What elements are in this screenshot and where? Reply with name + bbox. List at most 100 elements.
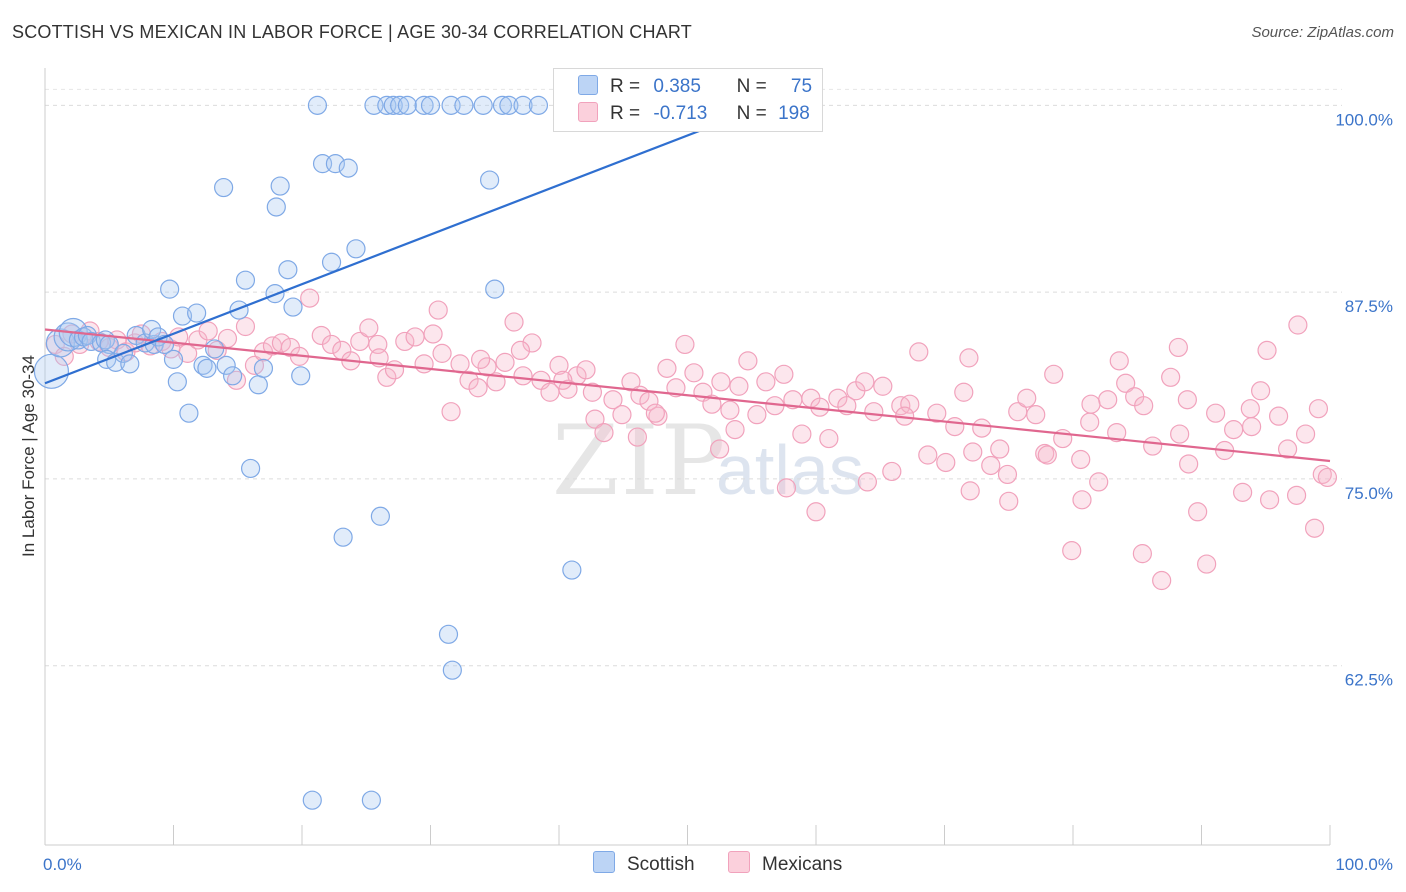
mexicans-point	[1017, 388, 1037, 408]
mexicans-point	[414, 354, 434, 374]
mexicans-point	[1317, 467, 1338, 488]
mexicans-point	[918, 445, 938, 465]
mexicans-point	[959, 348, 979, 368]
scottish-point	[438, 624, 459, 644]
scottish-point	[241, 458, 261, 479]
mexicans-point	[522, 333, 542, 353]
mexicans-point	[627, 427, 647, 447]
mexicans-point	[999, 491, 1019, 511]
legend-r-value: -0.713	[653, 103, 708, 124]
scottish-point	[302, 790, 322, 810]
mexicans-point	[666, 378, 686, 398]
mexicans-point	[645, 403, 665, 423]
mexicans-point	[271, 333, 292, 353]
mexicans-point	[725, 420, 745, 440]
mexicans-point	[513, 366, 533, 386]
mexicans-point	[1295, 424, 1316, 444]
mexicans-point	[1170, 424, 1190, 444]
mexicans-point	[468, 378, 488, 398]
scottish-points	[33, 95, 821, 810]
scottish-point	[163, 349, 184, 369]
scottish-point	[442, 660, 462, 680]
scottish-point	[142, 319, 162, 340]
mexicans-point	[405, 327, 425, 347]
mexicans-point	[1152, 570, 1172, 591]
scottish-point	[485, 279, 505, 299]
mexicans-point	[423, 324, 443, 344]
mexicans-point	[1116, 373, 1136, 393]
mexicans-point	[300, 288, 320, 308]
mexicans-point	[1268, 406, 1289, 426]
legend-n-label: N =	[736, 76, 767, 97]
scottish-point	[179, 403, 199, 423]
mexicans-point	[756, 372, 776, 392]
mexicans-point	[612, 405, 632, 425]
x-tick-label: 0.0%	[43, 855, 82, 874]
mexicans-point	[729, 376, 749, 396]
legend-r-label: R =	[610, 103, 641, 124]
scottish-point	[346, 239, 366, 259]
mexicans-point	[855, 372, 875, 392]
mexicans-point	[603, 390, 623, 410]
scottish-point	[278, 260, 298, 280]
scottish-point	[390, 95, 410, 115]
legend-swatch-scottish	[578, 75, 598, 95]
scottish-point	[414, 95, 434, 115]
mexicans-point	[711, 372, 731, 392]
scottish-point	[120, 354, 140, 374]
scottish-point	[160, 279, 180, 299]
legend-n-value: 75	[790, 76, 813, 97]
mexicans-point	[1277, 439, 1298, 459]
bottom-legend-swatch-scottish	[593, 851, 615, 873]
mexicans-point	[1206, 403, 1226, 423]
bottom-legend-label-mexicans: Mexicans	[762, 854, 843, 875]
bottom-legend-swatch-mexicans	[728, 851, 750, 873]
mexicans-point	[1107, 422, 1127, 443]
y-tick-label: 62.5%	[1345, 671, 1393, 690]
legend-row-scottish: R = 0.385 N = 75	[578, 75, 812, 99]
mexicans-point	[1132, 544, 1152, 564]
mexicans-point	[395, 331, 415, 352]
scottish-point	[383, 95, 403, 115]
legend-row-mexicans: R = -0.713 N = 198	[578, 102, 818, 126]
mexicans-point	[450, 354, 470, 374]
legend-r-value: 0.385	[653, 76, 701, 97]
scottish-point	[307, 95, 328, 115]
mexicans-point	[1251, 381, 1271, 401]
scottish-point	[253, 358, 274, 378]
mexicans-point	[774, 364, 794, 384]
mexicans-point	[432, 343, 452, 363]
mexicans-point	[1134, 396, 1154, 416]
mexicans-point	[684, 363, 704, 383]
mexicans-point	[576, 360, 596, 380]
mexicans-point	[471, 349, 491, 369]
mexicans-point	[1224, 420, 1244, 440]
scottish-point	[216, 355, 236, 375]
mexicans-point	[1071, 449, 1091, 470]
scottish-point	[338, 158, 358, 178]
bottom-legend-scottish: Scottish	[593, 851, 695, 876]
mexicans-point	[657, 358, 677, 378]
scottish-point	[454, 95, 474, 115]
source-credit: Source: ZipAtlas.com	[1251, 24, 1394, 41]
scottish-point	[223, 366, 243, 386]
mexicans-point	[927, 403, 947, 423]
scottish-point	[499, 95, 519, 115]
scottish-point	[45, 328, 76, 358]
mexicans-point	[1168, 337, 1188, 358]
mexicans-point	[510, 340, 531, 361]
mexicans-point	[819, 428, 839, 449]
mexicans-point	[997, 464, 1018, 485]
bottom-legend-label-scottish: Scottish	[627, 854, 695, 875]
mexicans-point	[747, 405, 767, 425]
mexicans-point	[806, 502, 826, 522]
mexicans-point	[1286, 485, 1307, 505]
mexicans-point	[441, 402, 461, 422]
mexicans-point	[553, 370, 573, 390]
scottish-point	[187, 303, 207, 323]
mexicans-point	[1080, 412, 1100, 432]
mexicans-point	[1197, 554, 1217, 574]
mexicans-point	[235, 316, 256, 337]
mexicans-point	[1161, 367, 1181, 387]
mexicans-point	[1089, 472, 1109, 492]
